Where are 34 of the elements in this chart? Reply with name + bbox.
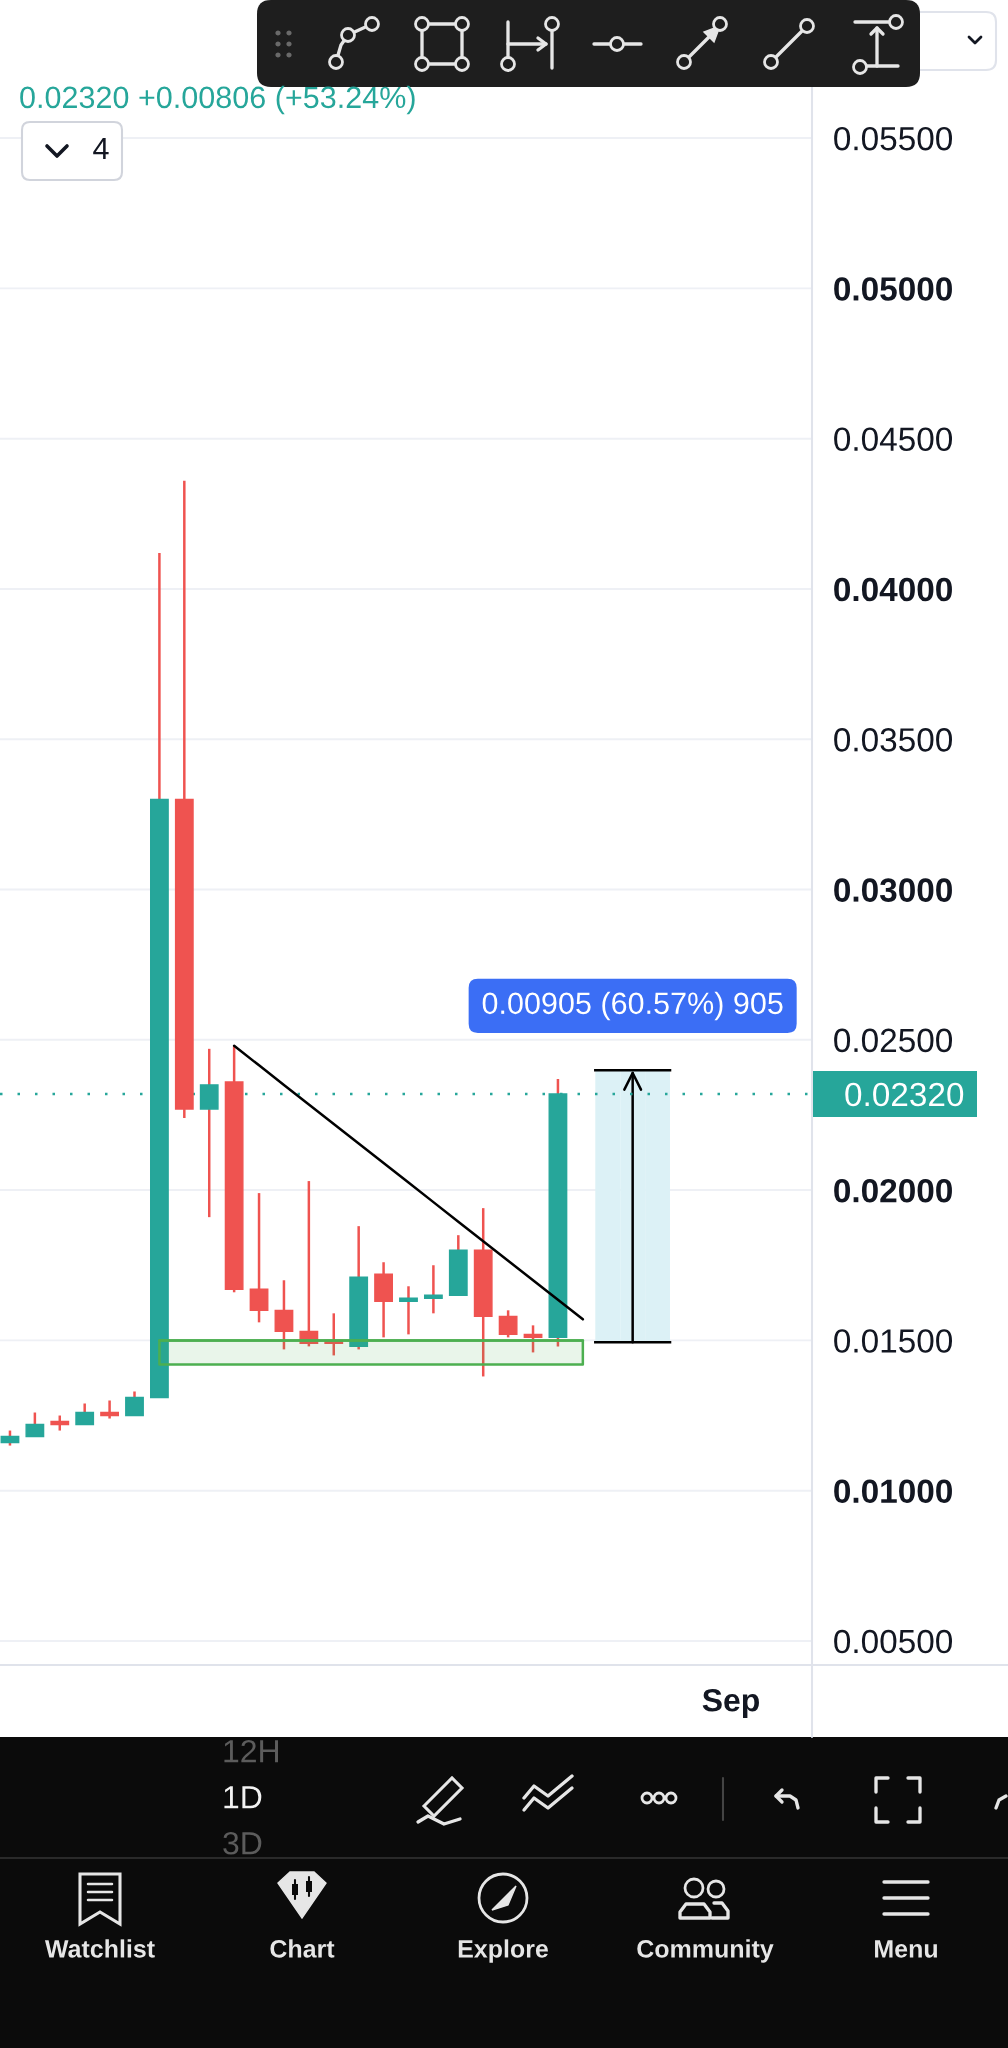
- candlestick: [399, 1285, 418, 1336]
- candlestick: [125, 1390, 144, 1417]
- candlestick: [249, 1191, 269, 1324]
- line-series: [232, 1044, 585, 1321]
- text: Menu: [875, 1940, 937, 1958]
- text: 3D: [223, 1831, 262, 1855]
- candlestick: [75, 1402, 95, 1426]
- annotation: 4: [93, 137, 109, 159]
- ref-line-label: 0.02320: [845, 1082, 964, 1107]
- y-tick-label: 0.04000: [834, 577, 952, 602]
- y-tick-label: 0.02000: [834, 1178, 952, 1203]
- y-tick-label: 0.02500: [834, 1028, 953, 1053]
- candlestick: [274, 1279, 294, 1351]
- text: Community: [637, 1939, 774, 1963]
- text: Explore: [458, 1939, 548, 1963]
- y-tick-label: 0.05000: [834, 277, 952, 301]
- y-tick-label: 0.05500: [834, 126, 953, 151]
- y-tick-label: 0.03000: [834, 878, 952, 902]
- candlestick: [498, 1309, 518, 1339]
- candlestick: [25, 1411, 45, 1438]
- text: Sep: [702, 1688, 759, 1718]
- chart-subtitle: 0.02320 +0.00806 (+53.24%): [20, 85, 415, 115]
- y-tick-label: 0.01000: [834, 1479, 952, 1504]
- annotation: 0.00905 (60.57%) 905: [482, 991, 783, 1021]
- y-tick-label: 0.04500: [834, 427, 953, 452]
- y-tick-label: 0.00500: [834, 1629, 953, 1654]
- text: Watchlist: [44, 1939, 155, 1958]
- text: 12H: [224, 1739, 278, 1763]
- text: Chart: [270, 1939, 335, 1958]
- y-tick-label: 0.03500: [834, 728, 953, 752]
- candlestick: [423, 1263, 443, 1315]
- candlestick: [100, 1399, 120, 1420]
- y-tick-label: 0.01500: [834, 1329, 953, 1353]
- text: 1D: [224, 1786, 262, 1809]
